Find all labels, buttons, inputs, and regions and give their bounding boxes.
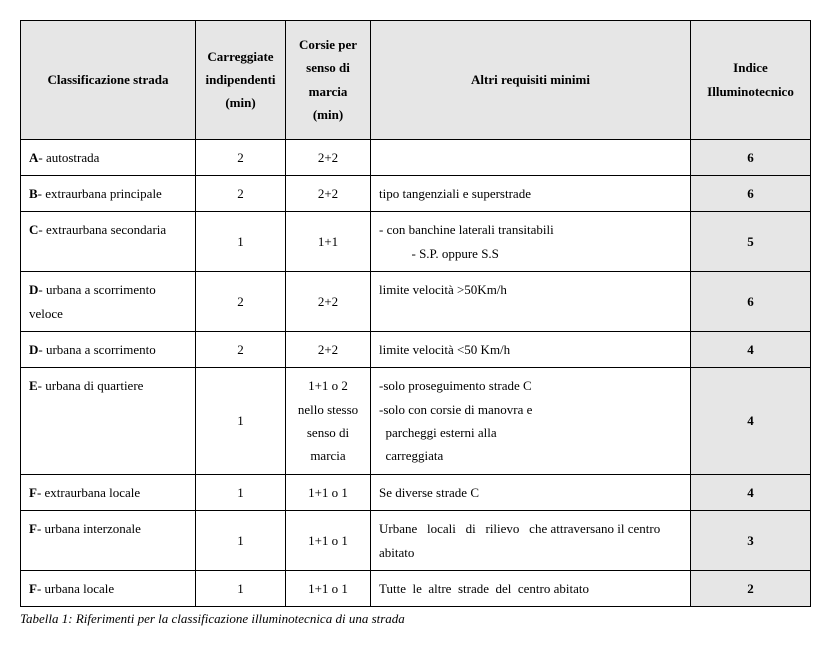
cell-carreggiate: 2	[196, 272, 286, 332]
class-name: - urbana locale	[37, 581, 114, 596]
header-requisiti: Altri requisiti minimi	[371, 21, 691, 140]
cell-corsie: 1+1 o 2 nello stesso senso di marcia	[286, 368, 371, 475]
table-caption: Tabella 1: Riferimenti per la classifica…	[20, 611, 807, 627]
cell-indice: 3	[691, 511, 811, 571]
cell-classificazione: F- extraurbana locale	[21, 474, 196, 510]
cell-classificazione: D- urbana a scorrimento veloce	[21, 272, 196, 332]
cell-corsie: 1+1 o 1	[286, 571, 371, 607]
class-name: - urbana a scorrimento veloce	[29, 282, 156, 320]
class-code: F	[29, 581, 37, 596]
cell-corsie: 2+2	[286, 175, 371, 211]
cell-indice: 2	[691, 571, 811, 607]
class-code: E	[29, 378, 38, 393]
class-code: C	[29, 222, 38, 237]
cell-classificazione: B- extraurbana principale	[21, 175, 196, 211]
header-indice: Indice Illuminotecnico	[691, 21, 811, 140]
cell-classificazione: D- urbana a scorrimento	[21, 331, 196, 367]
road-classification-table: Classificazione strada Carreggiate indip…	[20, 20, 811, 607]
cell-requisiti	[371, 139, 691, 175]
cell-indice: 4	[691, 331, 811, 367]
cell-requisiti: - con banchine laterali transitabili - S…	[371, 212, 691, 272]
cell-corsie: 2+2	[286, 272, 371, 332]
class-code: D	[29, 282, 38, 297]
header-carreggiate: Carreggiate indipendenti (min)	[196, 21, 286, 140]
class-name: - urbana di quartiere	[38, 378, 144, 393]
class-code: B	[29, 186, 38, 201]
cell-requisiti: Se diverse strade C	[371, 474, 691, 510]
cell-classificazione: F- urbana locale	[21, 571, 196, 607]
table-row: F- extraurbana locale11+1 o 1Se diverse …	[21, 474, 811, 510]
cell-indice: 4	[691, 474, 811, 510]
header-classificazione: Classificazione strada	[21, 21, 196, 140]
cell-carreggiate: 1	[196, 474, 286, 510]
class-name: - autostrada	[38, 150, 99, 165]
table-row: C- extraurbana secondaria11+1- con banch…	[21, 212, 811, 272]
table-row: D- urbana a scorrimento veloce22+2limite…	[21, 272, 811, 332]
class-name: - urbana interzonale	[37, 521, 141, 536]
cell-carreggiate: 1	[196, 368, 286, 475]
cell-requisiti: limite velocità >50Km/h	[371, 272, 691, 332]
header-corsie: Corsie per senso di marcia (min)	[286, 21, 371, 140]
cell-requisiti: -solo proseguimento strade C -solo con c…	[371, 368, 691, 475]
cell-classificazione: F- urbana interzonale	[21, 511, 196, 571]
class-code: F	[29, 521, 37, 536]
cell-classificazione: A- autostrada	[21, 139, 196, 175]
cell-classificazione: E- urbana di quartiere	[21, 368, 196, 475]
cell-requisiti: Tutte le altre strade del centro abitato	[371, 571, 691, 607]
cell-indice: 6	[691, 175, 811, 211]
cell-classificazione: C- extraurbana secondaria	[21, 212, 196, 272]
cell-corsie: 1+1	[286, 212, 371, 272]
cell-carreggiate: 1	[196, 511, 286, 571]
table-row: D- urbana a scorrimento22+2limite veloci…	[21, 331, 811, 367]
cell-corsie: 2+2	[286, 331, 371, 367]
cell-indice: 5	[691, 212, 811, 272]
cell-requisiti: tipo tangenziali e superstrade	[371, 175, 691, 211]
table-row: B- extraurbana principale22+2tipo tangen…	[21, 175, 811, 211]
class-name: - extraurbana secondaria	[38, 222, 166, 237]
table-row: A- autostrada22+26	[21, 139, 811, 175]
cell-corsie: 1+1 o 1	[286, 474, 371, 510]
cell-carreggiate: 1	[196, 212, 286, 272]
cell-requisiti: Urbane locali di rilievo che attraversan…	[371, 511, 691, 571]
cell-corsie: 1+1 o 1	[286, 511, 371, 571]
cell-indice: 6	[691, 272, 811, 332]
class-name: - extraurbana principale	[38, 186, 162, 201]
table-header-row: Classificazione strada Carreggiate indip…	[21, 21, 811, 140]
cell-carreggiate: 2	[196, 139, 286, 175]
class-name: - urbana a scorrimento	[38, 342, 155, 357]
cell-carreggiate: 1	[196, 571, 286, 607]
cell-requisiti: limite velocità <50 Km/h	[371, 331, 691, 367]
class-name: - extraurbana locale	[37, 485, 140, 500]
cell-corsie: 2+2	[286, 139, 371, 175]
class-code: F	[29, 485, 37, 500]
cell-indice: 4	[691, 368, 811, 475]
table-row: F- urbana interzonale11+1 o 1Urbane loca…	[21, 511, 811, 571]
cell-carreggiate: 2	[196, 175, 286, 211]
class-code: D	[29, 342, 38, 357]
class-code: A	[29, 150, 38, 165]
cell-indice: 6	[691, 139, 811, 175]
table-row: E- urbana di quartiere11+1 o 2 nello ste…	[21, 368, 811, 475]
cell-carreggiate: 2	[196, 331, 286, 367]
table-row: F- urbana locale11+1 o 1Tutte le altre s…	[21, 571, 811, 607]
